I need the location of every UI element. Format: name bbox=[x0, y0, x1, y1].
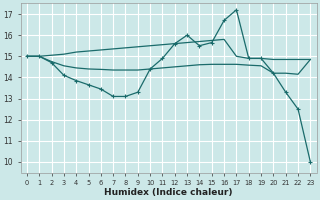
X-axis label: Humidex (Indice chaleur): Humidex (Indice chaleur) bbox=[104, 188, 233, 197]
